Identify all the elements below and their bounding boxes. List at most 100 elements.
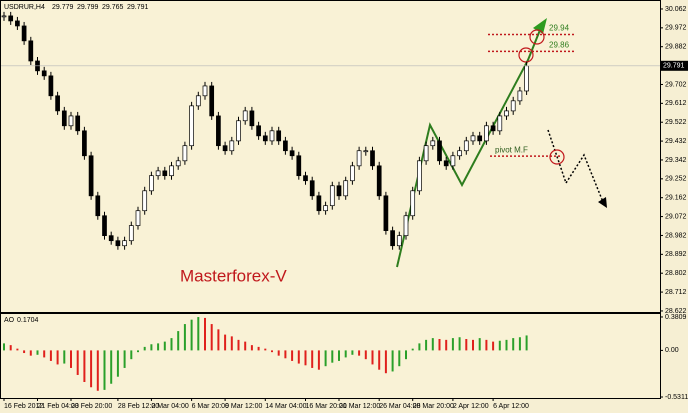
x-tick-label: 23 Feb 20:00	[71, 403, 112, 410]
ao-frame	[0, 313, 661, 399]
candle	[316, 195, 322, 212]
candle	[457, 150, 462, 157]
y-tick-label: 28.622	[665, 308, 687, 315]
candle	[236, 120, 241, 142]
candle	[135, 210, 141, 226]
candle	[189, 105, 194, 147]
candle	[403, 215, 409, 237]
candle	[303, 175, 308, 182]
candle	[497, 115, 503, 132]
x-tick-label: 6 Apr 12:00	[493, 403, 529, 410]
candle	[21, 25, 27, 42]
candle	[484, 125, 489, 142]
candle	[229, 140, 235, 152]
last-price-label: 29.791	[663, 63, 685, 70]
symbol: USDRUR,H4	[4, 4, 45, 11]
y-tick-label: 29.972	[665, 25, 687, 32]
candle	[269, 130, 275, 142]
forecast-line	[547, 129, 604, 203]
candle	[115, 240, 121, 247]
y-tick-label: 30.062	[665, 6, 687, 13]
x-tick-label: 28 Mar 20:00	[413, 403, 454, 410]
candle	[343, 180, 349, 197]
y-tick-label: 29.432	[665, 138, 687, 145]
candle	[289, 150, 295, 157]
candle	[470, 135, 476, 142]
x-tick-label: 28 Feb 12:00	[118, 403, 159, 410]
candle	[463, 140, 469, 152]
y-tick-label: 0.00	[665, 347, 679, 354]
candle	[28, 40, 34, 62]
candle	[149, 175, 154, 192]
candle	[55, 95, 60, 112]
candle	[517, 90, 523, 102]
candle	[202, 85, 208, 97]
x-tick-label: 6 Mar 20:00	[192, 403, 229, 410]
candle	[296, 155, 302, 177]
x-tick-label: 21 Feb 04:00	[38, 403, 79, 410]
candle	[477, 135, 483, 142]
candle	[283, 140, 288, 152]
y-tick-label: 29.342	[665, 157, 687, 164]
candle	[329, 185, 335, 207]
watermark: Masterforex-V	[180, 266, 287, 285]
candle	[155, 170, 161, 177]
header-value: 29.791	[127, 4, 149, 11]
x-tick-label: 21 Mar 12:00	[339, 403, 380, 410]
candle	[61, 110, 67, 127]
candle	[276, 130, 282, 142]
candle	[256, 125, 261, 137]
candle	[396, 235, 402, 247]
y-tick-label: -0.5311	[665, 394, 688, 401]
x-tick-label: 14 Mar 04:00	[265, 403, 306, 410]
candle	[430, 140, 436, 147]
ao-title: AO	[4, 317, 15, 324]
candle	[222, 145, 228, 152]
candle	[410, 190, 416, 217]
header-value: 29.765	[102, 4, 124, 11]
level-label: 29.94	[549, 24, 570, 33]
candle	[1, 15, 7, 18]
x-tick-label: 2 Apr 12:00	[453, 403, 489, 410]
candle	[209, 85, 215, 117]
candle	[15, 20, 20, 27]
candle	[336, 185, 342, 197]
candle	[490, 125, 496, 132]
candle	[216, 115, 221, 147]
candle	[182, 145, 188, 162]
y-tick-label: 28.712	[665, 289, 687, 296]
candle	[249, 110, 255, 127]
y-tick-label: 29.072	[665, 213, 687, 220]
y-tick-label: 28.892	[665, 251, 687, 258]
candle	[524, 65, 529, 92]
candle	[423, 145, 429, 162]
x-tick-label: 9 Mar 12:00	[225, 403, 262, 410]
candle	[510, 100, 516, 112]
y-tick-label: 0.3809	[665, 314, 687, 321]
x-tick-label: 26 Mar 04:00	[379, 403, 420, 410]
candle	[370, 150, 375, 167]
candle	[383, 195, 389, 231]
y-tick-label: 29.252	[665, 176, 687, 183]
candle	[68, 115, 74, 127]
header-value: 29.779	[52, 4, 74, 11]
candle	[41, 70, 47, 77]
candle	[75, 115, 81, 132]
level-circle	[529, 29, 545, 45]
candle	[48, 75, 54, 97]
candle	[309, 180, 315, 197]
candle	[323, 205, 328, 212]
y-tick-label: 29.162	[665, 195, 687, 202]
candle	[122, 240, 127, 247]
x-tick-label: 16 Mar 20:00	[306, 403, 347, 410]
candle	[128, 225, 134, 242]
candle	[504, 110, 509, 117]
candle	[142, 190, 148, 212]
candle	[356, 150, 362, 167]
y-tick-label: 28.802	[665, 270, 687, 277]
candle	[450, 155, 456, 167]
pivot-label: pivot M.F	[495, 145, 528, 154]
level-label: 29.86	[549, 40, 570, 49]
